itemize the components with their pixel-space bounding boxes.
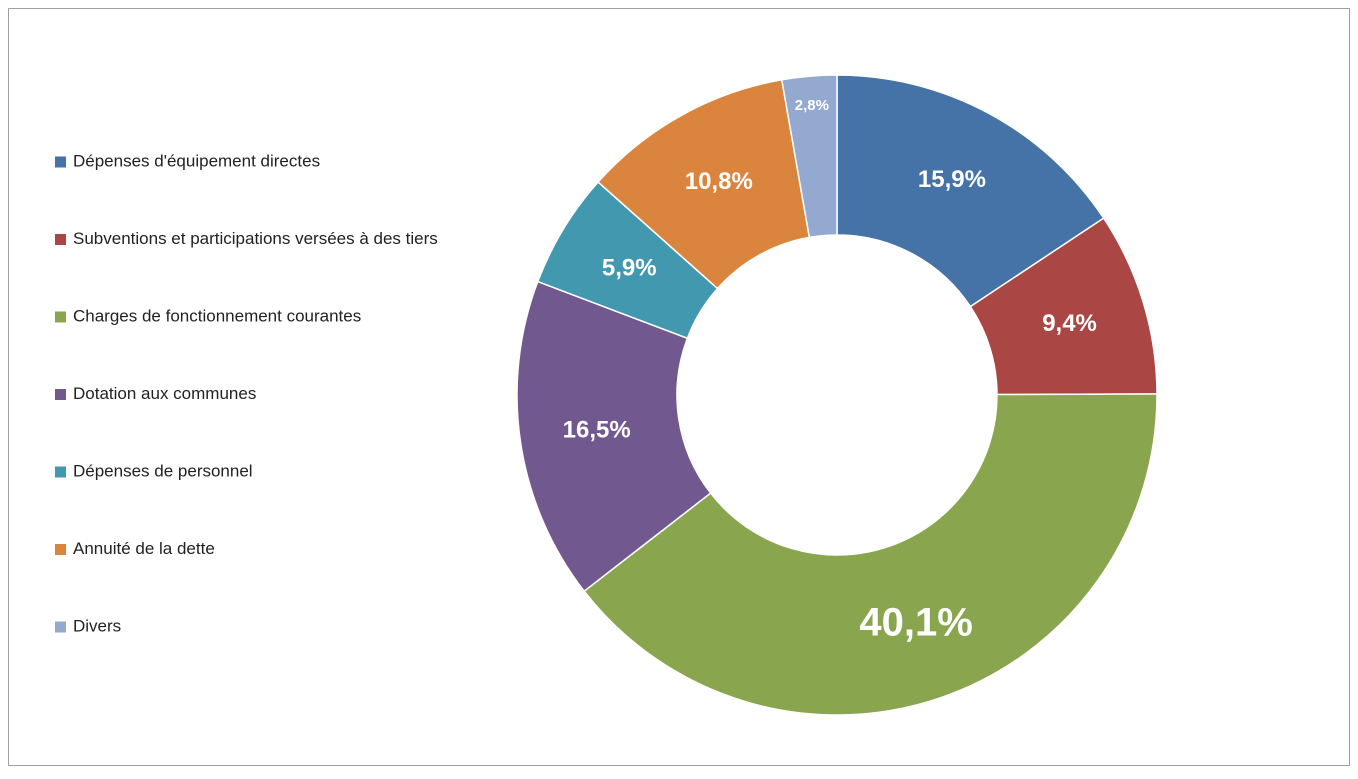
legend-text: Dépenses de personnel bbox=[73, 461, 253, 480]
legend-swatch bbox=[55, 389, 66, 400]
legend-swatch bbox=[55, 621, 66, 633]
legend-swatch bbox=[55, 544, 66, 555]
donut-slice bbox=[780, 74, 838, 239]
legend-swatch bbox=[55, 156, 66, 168]
slice-label: 5,9% bbox=[602, 254, 657, 281]
legend-text: Dépenses d'équipement directes bbox=[73, 151, 320, 170]
legend-text: Divers bbox=[73, 616, 121, 635]
slice-label: 16,5% bbox=[563, 416, 631, 443]
legend-text: Subventions et participations versées à … bbox=[73, 229, 438, 248]
slice-label: 10,8% bbox=[685, 168, 753, 195]
legend-swatch bbox=[55, 466, 66, 478]
slice-label: 15,9% bbox=[918, 166, 986, 193]
donut-slice bbox=[583, 393, 1158, 716]
donut-slice bbox=[836, 74, 1105, 308]
slice-label: 9,4% bbox=[1042, 310, 1097, 337]
slice-label: 2,8% bbox=[795, 97, 829, 114]
legend-text: Annuité de la dette bbox=[73, 539, 215, 558]
legend-text: Charges de fonctionnement courantes bbox=[73, 306, 361, 325]
slice-label: 40,1% bbox=[859, 600, 972, 644]
legend-swatch bbox=[55, 311, 66, 323]
legend-text: Dotation aux communes bbox=[73, 384, 256, 403]
donut-slice bbox=[516, 280, 712, 593]
legend-swatch bbox=[55, 234, 66, 245]
